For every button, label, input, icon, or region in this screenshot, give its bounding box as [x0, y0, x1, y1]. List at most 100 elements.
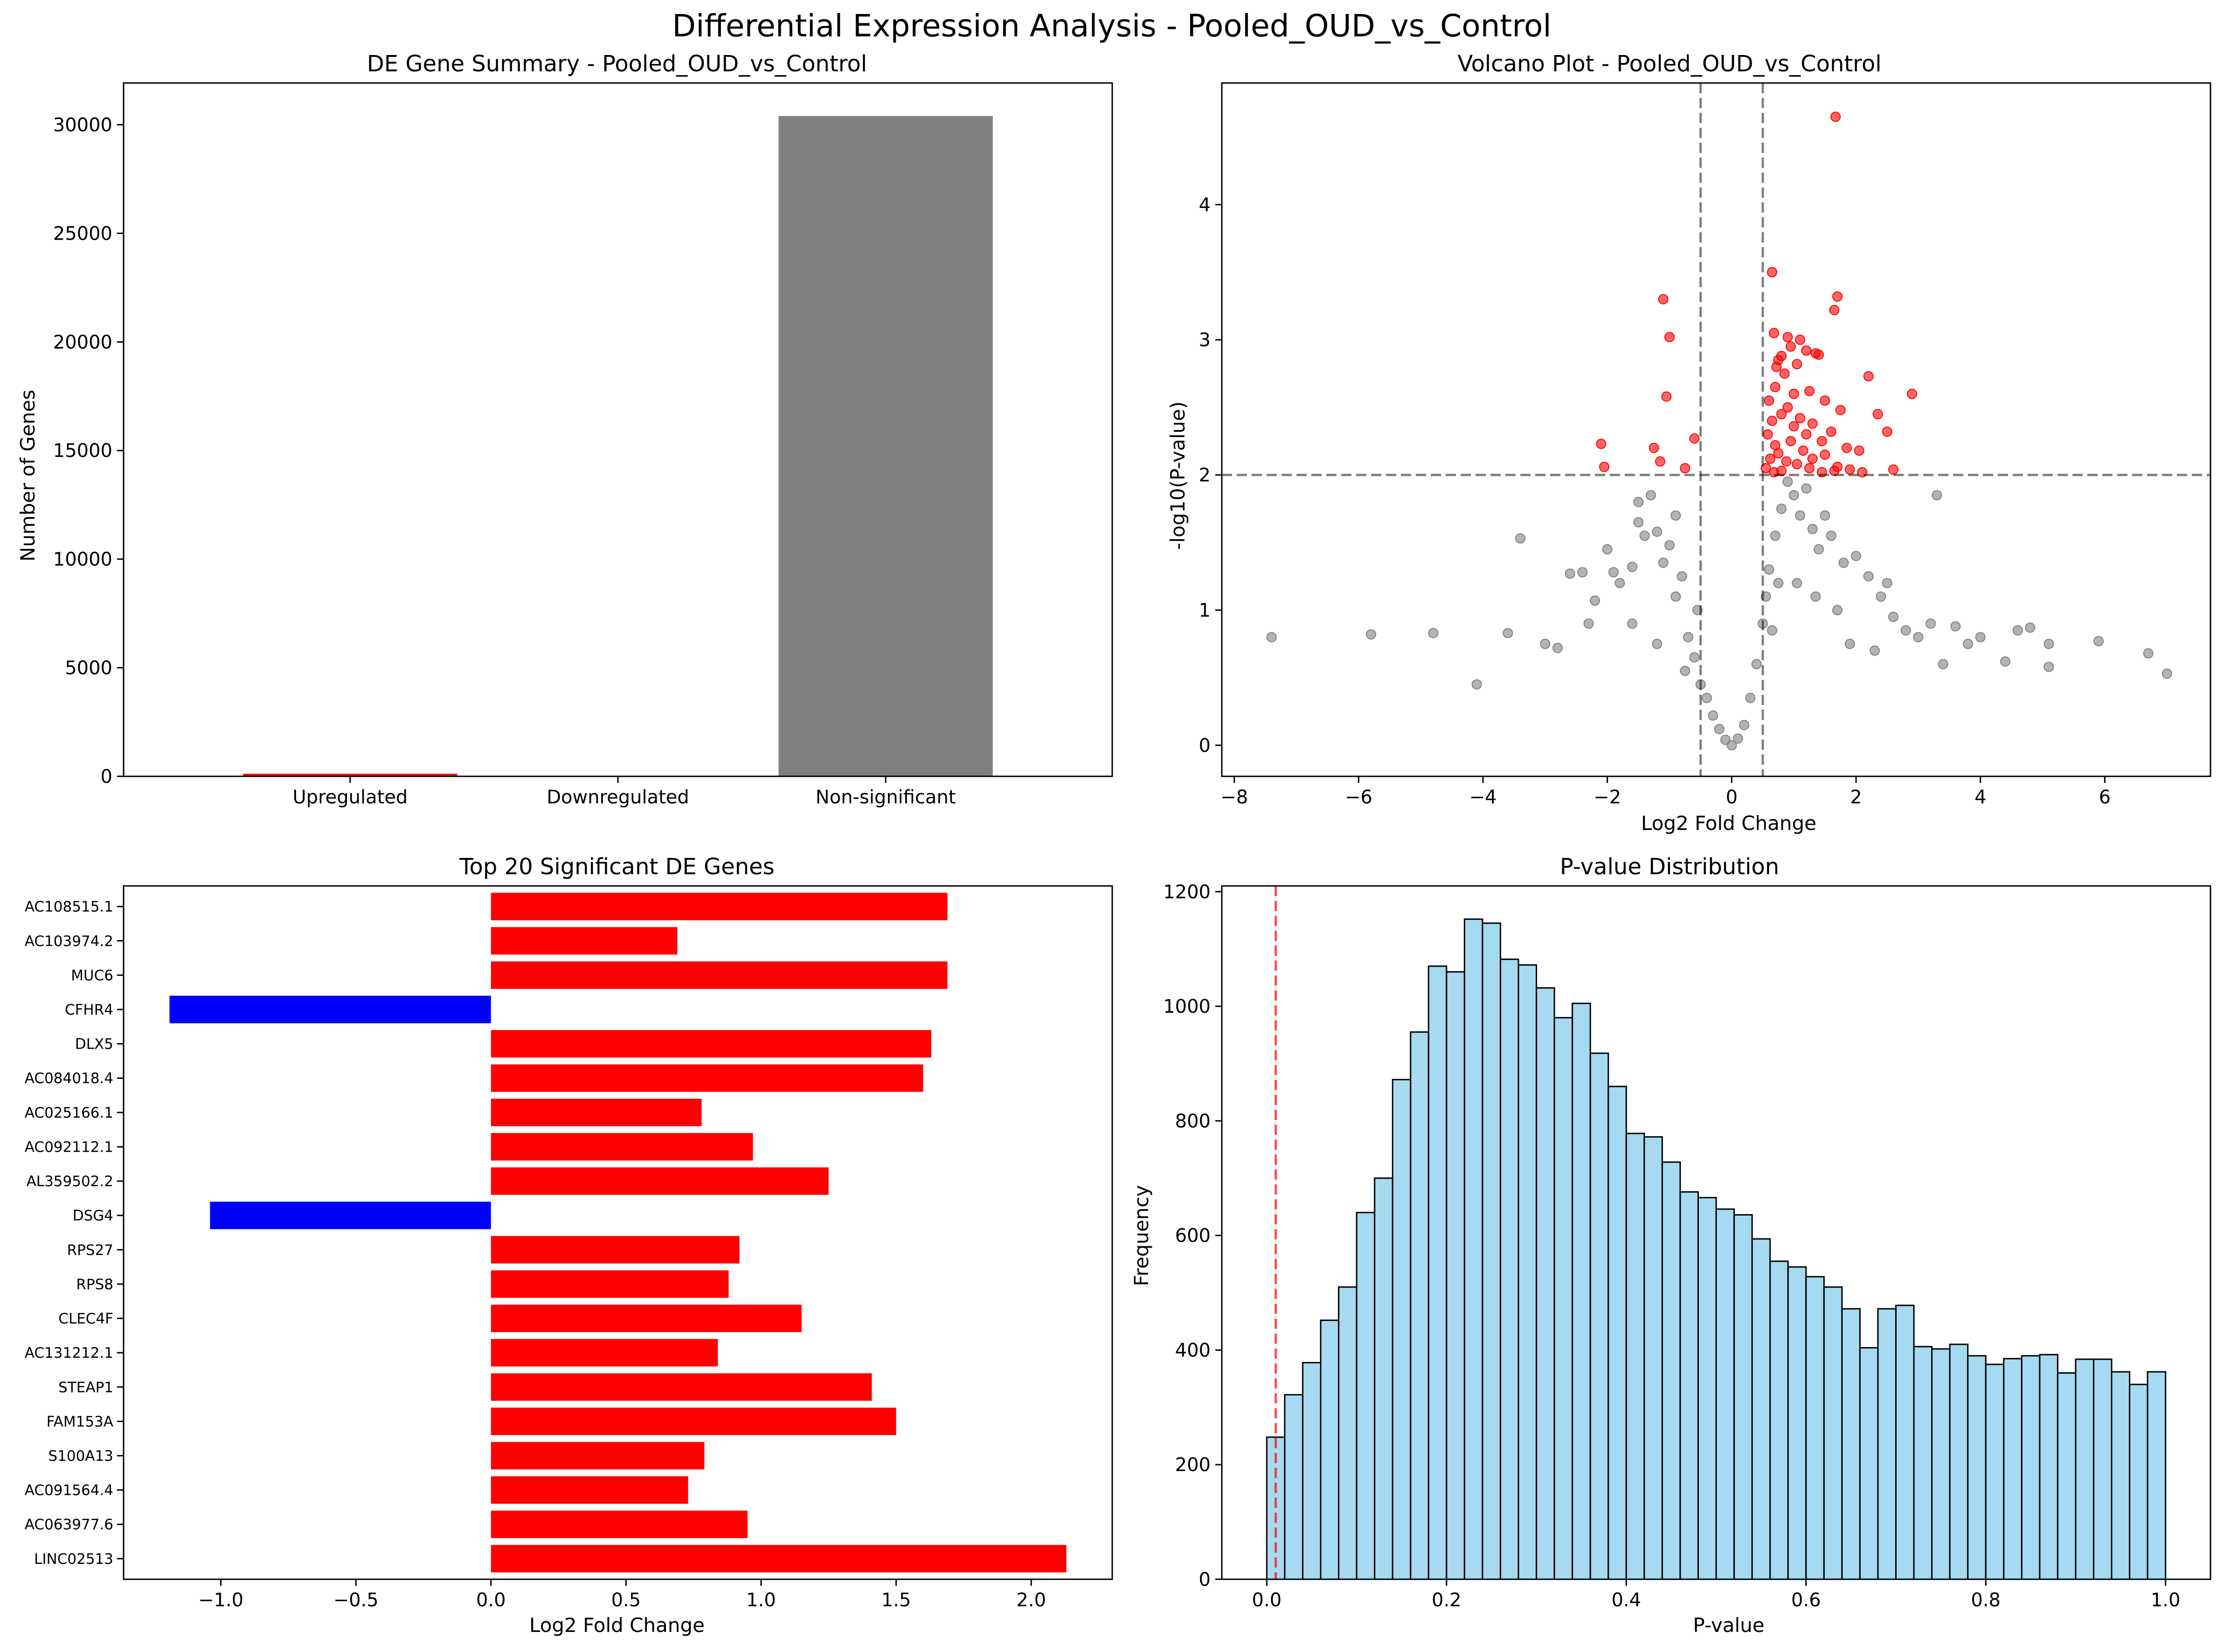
- volcano-y-tick-label: 1: [1199, 600, 1211, 621]
- volcano-point: [2162, 669, 2172, 678]
- histogram-x-tick-label: 0.6: [1791, 1590, 1821, 1611]
- histogram-y-tick-label: 200: [1175, 1454, 1211, 1476]
- volcano-point: [1764, 565, 1774, 574]
- volcano-point: [1939, 659, 1948, 669]
- volcano-point: [1671, 592, 1680, 601]
- volcano-point-significant: [1769, 328, 1779, 338]
- volcano-x-tick-label: 4: [1975, 787, 1986, 808]
- histogram-bar: [1698, 1198, 1716, 1579]
- volcano-point: [1808, 525, 1817, 534]
- histogram-bar: [1824, 1287, 1842, 1579]
- histogram-bar: [2130, 1384, 2148, 1579]
- summary-y-tick-label: 10000: [53, 549, 112, 570]
- volcano-point: [1870, 646, 1879, 655]
- volcano-point: [1652, 527, 1662, 536]
- summary-y-tick-label: 30000: [53, 114, 112, 136]
- top-genes-chart-title: Top 20 Significant DE Genes: [459, 854, 774, 880]
- histogram-bar: [1788, 1267, 1806, 1579]
- volcano-point-significant: [1817, 436, 1827, 446]
- gene-label: DSG4: [73, 1208, 113, 1224]
- gene-bar: [491, 1305, 802, 1332]
- volcano-point-significant: [1783, 332, 1792, 342]
- volcano-point: [1680, 666, 1690, 676]
- volcano-x-tick-label: 0: [1726, 787, 1738, 808]
- histogram-bar: [1411, 1032, 1429, 1579]
- volcano-point: [1814, 545, 1823, 554]
- gene-bar: [210, 1202, 491, 1229]
- volcano-point-significant: [1786, 342, 1795, 351]
- gene-bar: [491, 1064, 923, 1092]
- volcano-point-significant: [1814, 350, 1823, 359]
- figure-title: Differential Expression Analysis - Poole…: [672, 8, 1551, 44]
- volcano-point: [2044, 639, 2053, 649]
- volcano-point: [1659, 558, 1668, 567]
- volcano-point-significant: [1801, 346, 1811, 355]
- histogram-bar: [2076, 1359, 2094, 1579]
- volcano-y-tick-label: 3: [1199, 330, 1211, 351]
- volcano-point-significant: [1690, 434, 1699, 443]
- top-genes-x-tick-label: 2.0: [1016, 1590, 1046, 1611]
- gene-bar: [491, 1339, 718, 1367]
- histogram-x-tick-label: 0.4: [1611, 1590, 1641, 1611]
- summary-bar: [779, 116, 993, 776]
- histogram-bar: [1285, 1395, 1303, 1579]
- histogram-bar: [1770, 1261, 1788, 1579]
- volcano-point-significant: [1829, 305, 1839, 315]
- volcano-point: [1795, 511, 1805, 520]
- summary-category-label: Non-significant: [816, 787, 956, 808]
- volcano-point: [1767, 626, 1777, 635]
- volcano-point-significant: [1795, 414, 1805, 423]
- volcano-point-significant: [1795, 335, 1805, 345]
- histogram-bar: [1339, 1287, 1357, 1579]
- summary-y-tick-label: 15000: [53, 440, 112, 462]
- volcano-x-tick-label: −4: [1469, 787, 1497, 808]
- gene-label: MUC6: [71, 967, 113, 984]
- volcano-point: [1684, 632, 1693, 642]
- histogram-bar: [1878, 1309, 1896, 1579]
- histogram-bar: [2148, 1372, 2166, 1579]
- volcano-point: [2025, 623, 2035, 632]
- histogram-bar: [1896, 1306, 1914, 1579]
- gene-bar: [491, 1168, 829, 1195]
- histogram-y-tick-label: 600: [1175, 1225, 1211, 1247]
- histogram-bar: [1500, 959, 1518, 1579]
- histogram-bar: [1303, 1362, 1321, 1579]
- volcano-y-tick-label: 0: [1199, 735, 1211, 756]
- gene-label: AL359502.2: [27, 1173, 113, 1190]
- gene-label: S100A13: [48, 1448, 114, 1465]
- volcano-point: [1839, 558, 1848, 567]
- summary-y-tick-label: 25000: [53, 223, 112, 244]
- volcano-point: [1845, 639, 1855, 649]
- histogram-x-tick-label: 1.0: [2151, 1590, 2181, 1611]
- histogram-bar: [1716, 1209, 1734, 1579]
- gene-bar: [491, 1236, 740, 1264]
- volcano-point: [1665, 540, 1674, 550]
- volcano-x-tick-label: −2: [1594, 787, 1621, 808]
- histogram-bar: [1842, 1309, 1860, 1579]
- histogram-bar: [2112, 1372, 2130, 1579]
- volcano-point: [1811, 592, 1820, 601]
- top-genes-x-tick-label: 1.5: [881, 1590, 911, 1611]
- volcano-point-significant: [1792, 459, 1801, 469]
- gene-bar: [491, 893, 948, 920]
- summary-category-label: Downregulated: [547, 787, 689, 808]
- histogram-y-tick-label: 0: [1199, 1569, 1211, 1590]
- volcano-point: [1553, 643, 1562, 653]
- gene-label: AC084018.4: [25, 1070, 113, 1087]
- volcano-point-significant: [1764, 396, 1774, 405]
- volcano-point: [1640, 531, 1649, 540]
- histogram-bar: [1752, 1239, 1770, 1579]
- volcano-point-significant: [1782, 457, 1791, 466]
- histogram-bar: [1968, 1356, 1986, 1579]
- gene-label: RPS8: [76, 1276, 113, 1293]
- volcano-point: [1792, 578, 1801, 588]
- volcano-point-significant: [1774, 449, 1783, 458]
- volcano-chart-title: Volcano Plot - Pooled_OUD_vs_Control: [1457, 51, 1881, 77]
- volcano-point-significant: [1766, 454, 1775, 463]
- histogram-y-axis-label: Frequency: [1130, 1185, 1153, 1286]
- volcano-point: [1671, 511, 1680, 520]
- volcano-point: [1615, 578, 1624, 588]
- histogram-bar: [1680, 1192, 1698, 1579]
- volcano-point: [1634, 518, 1643, 527]
- volcano-x-tick-label: −6: [1345, 787, 1372, 808]
